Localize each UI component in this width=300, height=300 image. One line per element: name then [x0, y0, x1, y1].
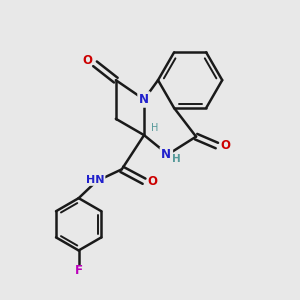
- Text: HN: HN: [86, 175, 104, 185]
- Text: H: H: [172, 154, 181, 164]
- Text: O: O: [82, 54, 93, 67]
- Text: O: O: [220, 139, 230, 152]
- Text: O: O: [147, 175, 158, 188]
- Text: F: F: [75, 264, 83, 277]
- Text: N: N: [161, 148, 171, 161]
- Text: H: H: [151, 123, 158, 133]
- Text: N: N: [139, 93, 149, 106]
